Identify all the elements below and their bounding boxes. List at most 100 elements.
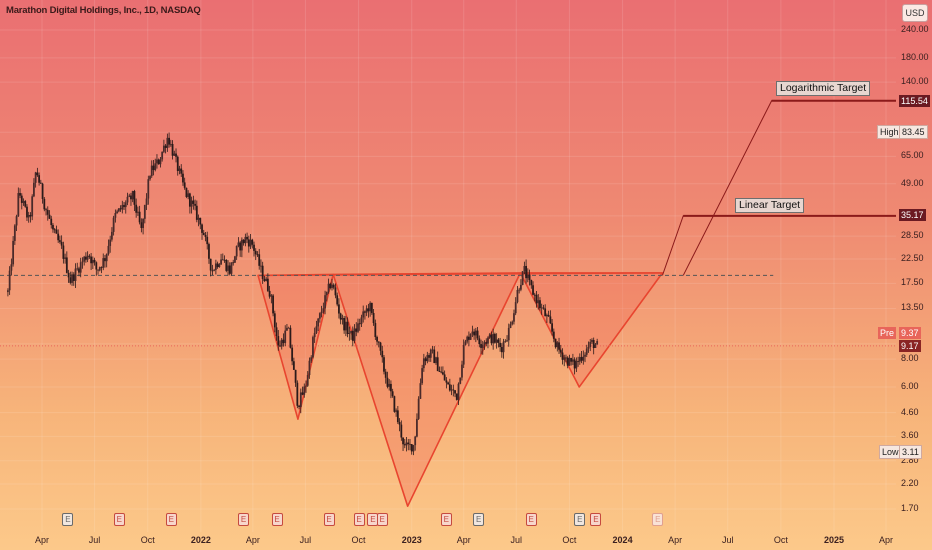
candle-body: [234, 256, 236, 263]
candle-body: [149, 176, 151, 180]
earnings-marker[interactable]: E: [440, 513, 452, 526]
candle-body: [225, 259, 228, 271]
currency-button[interactable]: USD: [902, 4, 928, 22]
candle-body: [242, 239, 245, 244]
candle-body: [556, 342, 559, 348]
y-tick-label: 65.00: [901, 150, 924, 161]
candle-body: [131, 191, 134, 200]
earnings-marker[interactable]: E: [113, 513, 125, 526]
candle-body: [499, 342, 502, 348]
candle-body: [563, 357, 566, 360]
candle-body: [396, 410, 399, 423]
candle-body: [154, 163, 157, 171]
earnings-marker[interactable]: E: [271, 513, 283, 526]
candle-body: [549, 316, 552, 324]
earnings-marker[interactable]: E: [62, 513, 74, 526]
candle-body: [537, 300, 540, 304]
candle-body: [578, 357, 581, 362]
candle-body: [126, 196, 129, 203]
candle-body: [34, 172, 37, 183]
candle-body: [530, 279, 533, 286]
candle-body: [263, 278, 266, 282]
candle-body: [265, 278, 268, 282]
candle-body: [244, 236, 247, 244]
candle-body: [64, 257, 67, 259]
x-tick-label: 2025: [823, 535, 845, 545]
candle-body: [273, 313, 276, 328]
candle-body: [577, 360, 579, 362]
candle-body: [594, 344, 597, 348]
y-tick-label: 2.80: [901, 454, 919, 465]
earnings-marker[interactable]: E: [165, 513, 177, 526]
candle-body: [428, 355, 430, 358]
candle-body: [386, 377, 389, 387]
candle-body: [492, 333, 495, 344]
pre-market-tag: Pre: [878, 327, 897, 339]
earnings-marker[interactable]: E: [525, 513, 537, 526]
candle-body: [412, 445, 415, 452]
earnings-marker[interactable]: E: [376, 513, 388, 526]
candle-body: [43, 198, 46, 210]
candle-body: [140, 222, 143, 228]
candle-body: [147, 179, 150, 199]
earnings-marker[interactable]: E: [323, 513, 335, 526]
candle-body: [542, 307, 545, 309]
candle-body: [214, 263, 217, 270]
candle-body: [565, 357, 567, 359]
candle-body: [591, 340, 593, 342]
candle-body: [336, 295, 339, 305]
candle-body: [178, 168, 181, 171]
candle-body: [424, 358, 427, 362]
x-tick-label: Oct: [562, 535, 577, 545]
candle-body: [355, 328, 358, 332]
y-tick-label: 1.70: [901, 503, 919, 513]
candle-body: [495, 339, 498, 343]
candle-body: [143, 204, 146, 219]
price-plot[interactable]: [0, 0, 896, 532]
candle-body: [59, 240, 61, 242]
earnings-marker[interactable]: E: [590, 513, 602, 526]
head-triangle: [332, 272, 522, 507]
candle-body: [315, 326, 318, 333]
candle-body: [535, 294, 538, 304]
candle-body: [303, 386, 306, 395]
candle-body: [221, 259, 224, 261]
candle-body: [116, 211, 118, 214]
candle-body: [554, 338, 557, 348]
candle-body: [256, 254, 259, 256]
linear-target-price-tag: 35.17: [899, 209, 926, 221]
candle-body: [435, 357, 437, 363]
x-tick-label: Oct: [773, 535, 788, 545]
candle-body: [50, 218, 53, 226]
candle-body: [431, 349, 434, 351]
candle-body: [372, 312, 375, 324]
earnings-marker[interactable]: E: [473, 513, 485, 526]
candle-body: [306, 375, 309, 386]
candle-body: [471, 331, 474, 334]
candle-body: [462, 345, 465, 365]
earnings-marker[interactable]: E: [574, 513, 586, 526]
candle-body: [260, 265, 262, 267]
candle-body: [22, 201, 25, 203]
candle-body: [213, 269, 216, 271]
earnings-marker[interactable]: E: [353, 513, 365, 526]
candle-body: [381, 350, 384, 358]
candle-body: [19, 193, 21, 196]
candle-body: [253, 244, 255, 251]
earnings-marker[interactable]: E: [238, 513, 250, 526]
candle-body: [393, 396, 396, 412]
candle-body: [351, 330, 354, 341]
y-tick-label: 180.00: [901, 51, 929, 62]
candle-body: [596, 341, 599, 345]
candle-body: [298, 405, 300, 408]
candle-body: [202, 232, 205, 235]
x-tick-label: Oct: [351, 535, 366, 545]
x-tick-label: Jul: [88, 535, 101, 545]
candle-body: [48, 214, 51, 219]
earnings-marker[interactable]: E: [652, 513, 664, 526]
candle-body: [230, 262, 233, 274]
candle-body: [329, 283, 332, 289]
candle-body: [469, 333, 472, 340]
candle-body: [516, 289, 519, 303]
candle-body: [580, 357, 583, 361]
